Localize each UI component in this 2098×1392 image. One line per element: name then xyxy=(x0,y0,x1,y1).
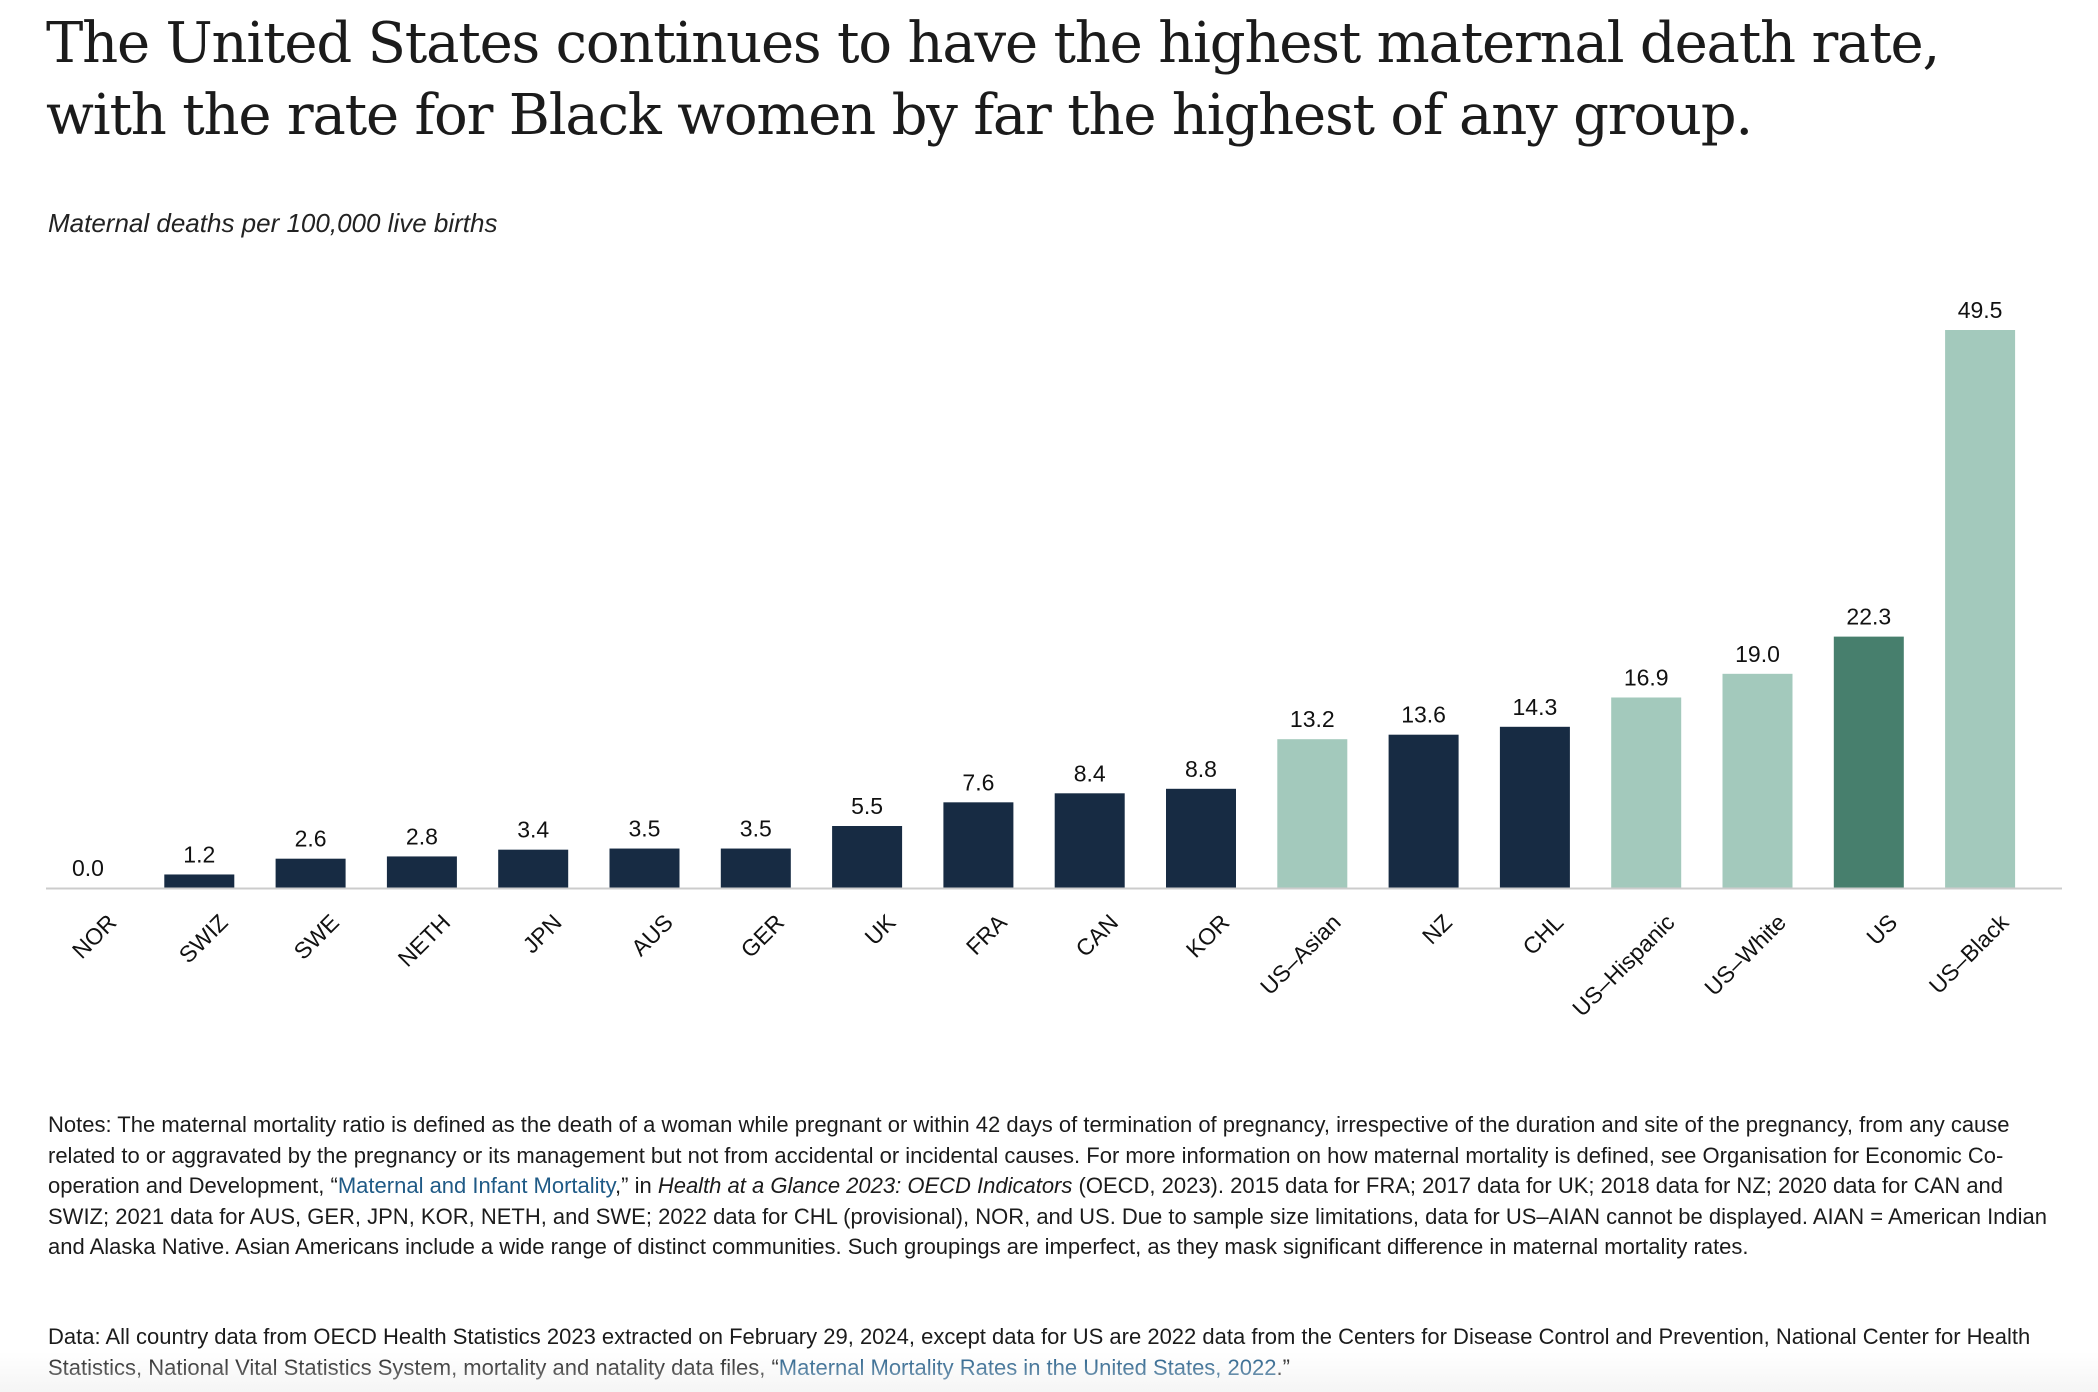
notes-text: Notes: The maternal mortality ratio is d… xyxy=(48,1110,2058,1263)
category-label: US xyxy=(1861,909,1902,950)
notes-part-1: Notes: The maternal mortality ratio is d… xyxy=(48,1112,2010,1198)
value-label: 8.8 xyxy=(1185,756,1217,782)
value-label: 13.2 xyxy=(1290,706,1335,732)
bar-can xyxy=(1054,793,1125,888)
y-axis-label: Maternal deaths per 100,000 live births xyxy=(48,208,498,238)
category-label: US–Asian xyxy=(1255,909,1346,1000)
notes-link[interactable]: Maternal and Infant Mortality xyxy=(337,1173,616,1198)
bars-group xyxy=(164,330,2016,888)
bar-ger xyxy=(720,848,791,888)
notes-part-2: ,” in xyxy=(615,1173,658,1198)
category-label: US–White xyxy=(1699,909,1791,1001)
value-label: 13.6 xyxy=(1401,702,1446,728)
category-label: UK xyxy=(860,909,901,950)
bar-nz xyxy=(1388,734,1459,888)
bar-neth xyxy=(386,856,457,888)
value-label: 2.6 xyxy=(295,826,327,852)
bar-uk xyxy=(832,826,903,888)
category-label: KOR xyxy=(1181,909,1235,963)
category-label: FRA xyxy=(961,909,1012,960)
bar-us-hispanic xyxy=(1611,697,1682,888)
bar-chl xyxy=(1499,726,1570,888)
value-label: 3.5 xyxy=(740,816,772,842)
bar-aus xyxy=(609,848,680,888)
source-link[interactable]: Maternal Mortality Rates in the United S… xyxy=(778,1354,1277,1380)
category-label: NETH xyxy=(393,909,456,972)
chart-title: The United States continues to have the … xyxy=(46,11,1940,148)
value-label: 0.0 xyxy=(72,855,104,881)
notes-italic: Health at a Glance 2023: OECD Indicators xyxy=(657,1173,1073,1198)
category-label: AUS xyxy=(626,909,678,961)
bar-us-black xyxy=(1945,330,2016,888)
value-label: 14.3 xyxy=(1513,694,1558,720)
bar-jpn xyxy=(498,849,569,888)
value-label: 8.4 xyxy=(1074,760,1106,786)
category-labels-group: NOR SWIZ SWE NETH JPN AUS GER UK FRA CAN KOR US–Asi… xyxy=(67,909,2014,1022)
bar-fra xyxy=(943,802,1014,888)
category-label: US–Hispanic xyxy=(1567,909,1679,1021)
value-label: 19.0 xyxy=(1735,641,1780,667)
bar-swe xyxy=(275,858,346,888)
category-label: SWE xyxy=(289,909,344,964)
bar-swiz xyxy=(164,874,235,888)
bar-us xyxy=(1833,636,1904,888)
category-label: NZ xyxy=(1417,909,1457,949)
value-label: 3.5 xyxy=(629,816,661,842)
bar-us-white xyxy=(1722,673,1793,888)
value-label: 49.5 xyxy=(1958,297,2003,323)
value-label: 1.2 xyxy=(183,841,215,867)
category-label: US–Black xyxy=(1924,909,2014,999)
value-labels-group: 0.0 1.2 2.6 2.8 3.4 3.5 3.5 5.5 7.6 8.4 8.8 13.2 13.… xyxy=(72,297,2002,881)
notes-part-3: (OECD, 2023). 2015 data for FRA; 2017 da… xyxy=(48,1173,2048,1259)
value-label: 3.4 xyxy=(517,817,549,843)
source-text: Data: All country data from OECD Health … xyxy=(48,1322,2058,1383)
source-part-2: .” xyxy=(1276,1354,1290,1380)
value-label: 2.8 xyxy=(406,823,438,849)
value-label: 7.6 xyxy=(962,769,994,795)
category-label: SWIZ xyxy=(174,909,233,968)
category-label: GER xyxy=(736,909,790,963)
bar-chart: 0.0 1.2 2.6 2.8 3.4 3.5 3.5 5.5 7.6 8.4 8.8 13.2 13.… xyxy=(46,297,2062,1022)
category-label: JPN xyxy=(518,909,567,958)
value-label: 22.3 xyxy=(1846,604,1891,630)
bar-us-asian xyxy=(1277,739,1348,888)
category-label: CAN xyxy=(1070,909,1123,962)
value-label: 16.9 xyxy=(1624,664,1669,690)
category-label: CHL xyxy=(1517,909,1568,960)
value-label: 5.5 xyxy=(851,793,883,819)
bar-kor xyxy=(1166,788,1236,888)
category-label: NOR xyxy=(67,909,122,964)
